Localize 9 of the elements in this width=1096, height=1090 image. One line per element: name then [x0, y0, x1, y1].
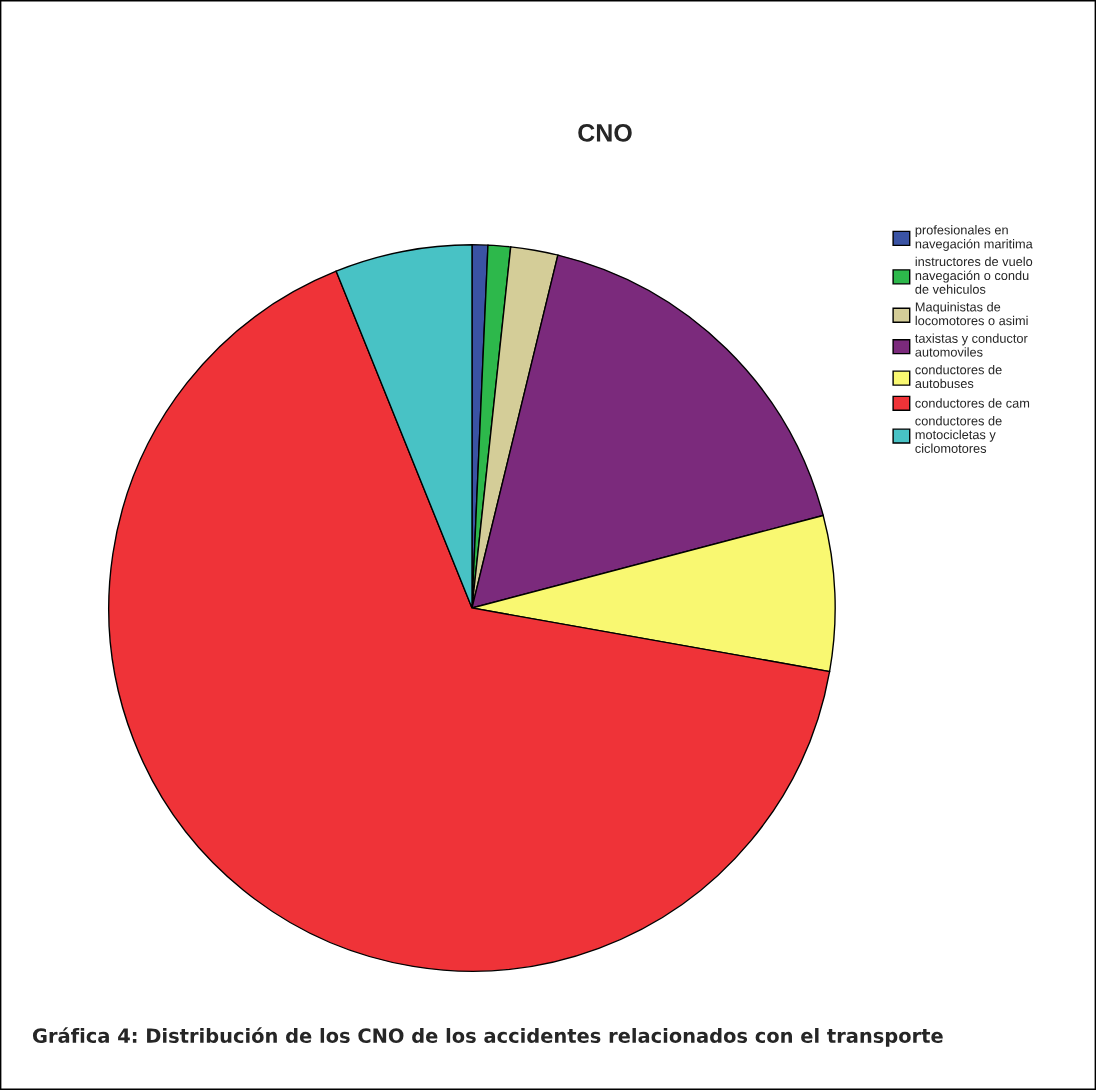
chart-title: CNO	[578, 124, 632, 142]
legend-label: conductores de motocicletas y ciclomotores	[915, 416, 1002, 453]
legend-label: Maquinistas de locomotores o asimi	[915, 302, 1028, 326]
legend-label: conductores de autobuses	[915, 364, 1002, 389]
legend-label: conductores de cam	[915, 398, 1030, 408]
legend-label: profesionales en navegación maritima	[915, 225, 1033, 251]
text: Gráfica 4: Distribución de los CNO de los accidentes relacionados con el transporte	[32, 1027, 943, 1047]
legend-label: taxistas y conductor automoviles	[915, 333, 1028, 357]
legend-label: instructores de vuelo navegación o condu de vehiculos	[915, 256, 1033, 294]
